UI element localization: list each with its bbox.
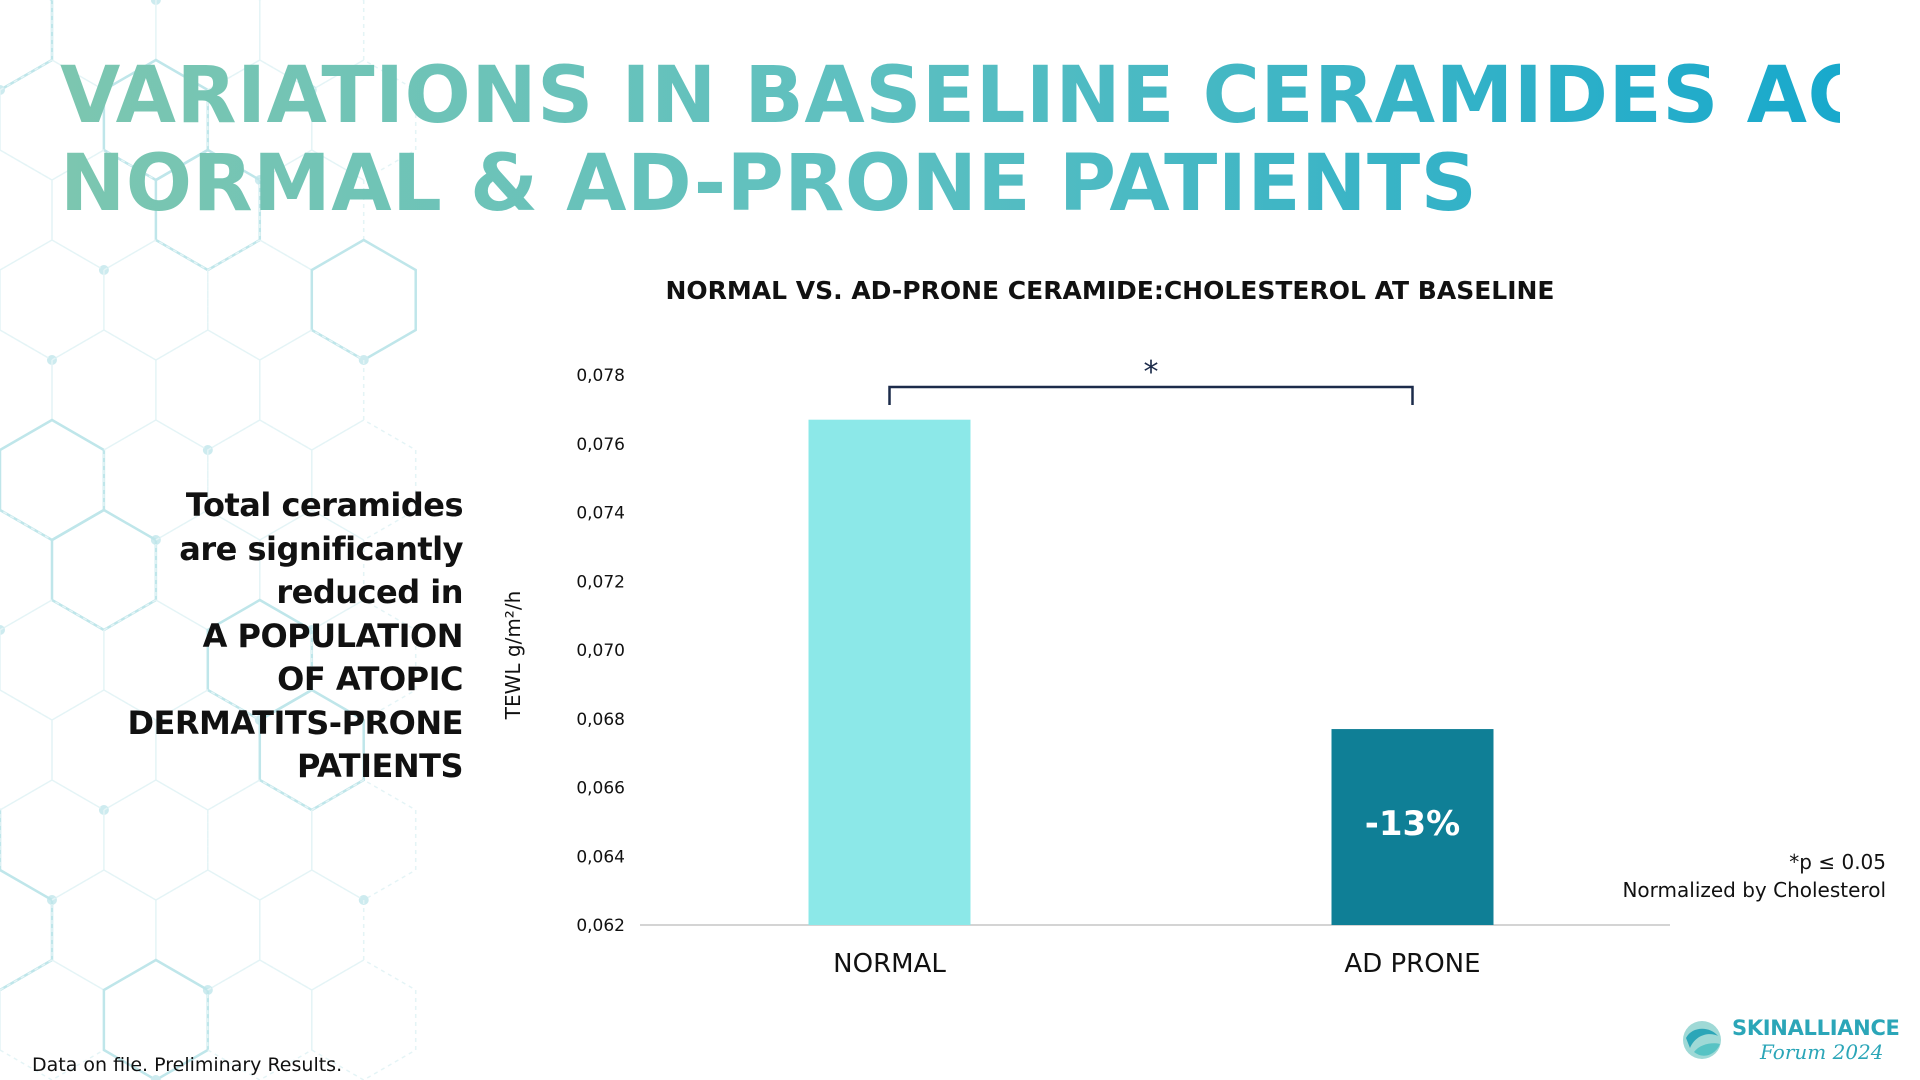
background-hexagon [155, 869, 261, 991]
background-hexagon [0, 779, 105, 901]
y-axis-label: TEWL g/m²/h [501, 591, 525, 720]
skinalliance-logo: SKINALLIANCE Forum 2024 [1680, 1010, 1900, 1072]
significance-bracket [888, 385, 1414, 405]
background-hexagon [259, 869, 365, 991]
side-text-line: OF ATOPIC [277, 660, 463, 698]
side-text-line: Total ceramides [185, 486, 464, 524]
side-text-line: PATIENTS [296, 747, 464, 785]
background-hexagon [311, 959, 417, 1080]
background-hexagon [0, 509, 53, 631]
title-line-1: VARIATIONS IN BASELINE CERAMIDES ACROSS [60, 51, 1920, 141]
background-hexagon [0, 239, 105, 361]
y-tick-label: 0,070 [576, 641, 625, 661]
x-tick-label: AD PRONE [1344, 949, 1480, 979]
background-hexagon [51, 869, 157, 991]
side-text-line: are significantly [179, 529, 463, 568]
logo-name: SKINALLIANCE [1732, 1016, 1900, 1040]
footer-note: Data on file. Preliminary Results. [32, 1054, 343, 1076]
slide-title: VARIATIONS IN BASELINE CERAMIDES ACROSS … [60, 52, 1840, 228]
x-tick-label: NORMAL [833, 949, 946, 979]
chart-notes: *p ≤ 0.05 Normalized by Cholesterol [1622, 848, 1886, 904]
side-text-line: A POPULATION [202, 616, 464, 655]
background-dot [150, 1075, 161, 1080]
background-hexagon [0, 0, 54, 92]
background-hexagon [207, 239, 313, 361]
title-line-2: NORMAL & AD-PRONE PATIENTS [60, 139, 1478, 229]
bar-chart: 0,078 0,076 0,074 0,072 0,070 0,068 0,066 0,064… [501, 355, 1670, 979]
y-tick-label: 0,072 [576, 572, 625, 592]
background-hexagon [259, 329, 365, 451]
bar-normal [808, 419, 971, 925]
background-hexagon [311, 59, 417, 181]
significance-note: *p ≤ 0.05 [1789, 850, 1886, 874]
background-hexagon [310, 238, 417, 362]
y-tick-label: 0,062 [576, 916, 625, 936]
skinalliance-logo-icon [1683, 1021, 1721, 1059]
background-hexagon [51, 329, 157, 451]
y-tick-label: 0,076 [576, 435, 625, 455]
y-tick-label: 0,078 [576, 366, 625, 386]
background-hexagon [0, 868, 54, 992]
background-hexagon [0, 329, 53, 451]
y-tick-label: 0,066 [576, 779, 625, 799]
background-hexagon [311, 779, 417, 901]
background-hexagon-pattern [0, 0, 417, 1080]
background-hexagon [0, 689, 53, 811]
y-tick-label: 0,064 [576, 847, 625, 867]
side-text-line: reduced in [276, 573, 463, 611]
background-hexagon [0, 149, 53, 271]
background-hexagon [103, 779, 209, 901]
side-text-line: DERMATITS-PRONE [127, 703, 463, 742]
y-tick-label: 0,074 [576, 504, 625, 524]
background-hexagon [103, 239, 209, 361]
bar-ad-prone [1331, 729, 1494, 925]
background-hexagon [311, 419, 417, 541]
y-tick-label: 0,068 [576, 710, 625, 730]
normalization-note: Normalized by Cholesterol [1622, 878, 1886, 902]
background-hexagon [207, 779, 313, 901]
background-hexagon [102, 958, 210, 1080]
logo-subtitle: Forum 2024 [1760, 1040, 1884, 1064]
side-text: Total ceramides are significantly reduce… [60, 484, 463, 789]
background-dot [0, 85, 5, 95]
background-hexagon [155, 329, 261, 451]
background-dot [0, 625, 5, 635]
significance-marker: * [1144, 355, 1159, 390]
bar-data-label: -13% [1365, 804, 1461, 844]
chart-title: NORMAL VS. AD-PRONE CERAMIDE:CHOLESTEROL… [665, 276, 1555, 305]
